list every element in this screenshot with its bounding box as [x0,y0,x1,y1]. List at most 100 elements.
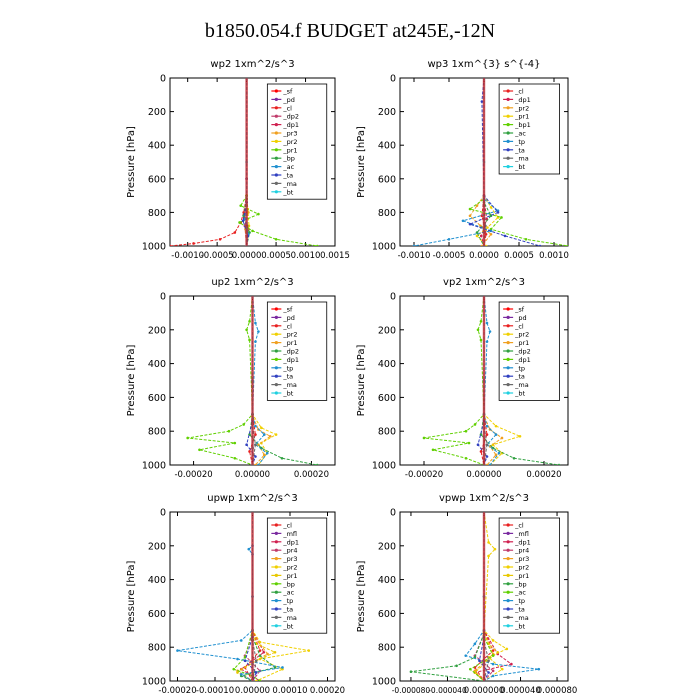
series-point_dp1 [233,456,237,460]
legend-label: _ma [514,614,529,622]
legend-marker [506,89,510,93]
chart-panel-6: vpwp 1xm^2/s^3 Pressure [hPa] 0 200 400 600 80… [356,493,577,696]
legend-label: _bt [514,622,525,630]
legend-label: _pr1 [282,572,297,580]
y-tick-label: 0 [160,508,166,519]
series-point_pr2 [487,541,490,544]
y-tick-label: 200 [378,107,396,118]
series-point_bp [455,664,458,668]
chart-title: wp3 1xm^{3} s^{-4} [427,59,540,70]
series-point_ac [469,667,472,671]
series-point_dp1 [479,320,483,323]
y-tick-label: 0 [390,292,396,303]
series-line_ta [244,512,257,681]
x-tick-label: -0.0005 [433,251,466,261]
legend-label: _ta [514,373,525,381]
legend-label: _pr2 [514,564,529,572]
x-tick-label: -0.000080 [392,686,431,695]
legend-marker [274,307,278,311]
x-tick-label: -0.0005 [201,251,234,261]
legend-label: _bt [282,188,293,196]
series-point_pr1 [274,237,278,241]
legend-label: _ta [514,146,525,154]
x-tick-label: 0.00000 [466,470,501,480]
series-group [186,296,319,465]
legend-label: _cl [282,104,292,112]
legend-label: _pr2 [514,104,529,112]
series-line_pr1 [476,78,499,246]
legend-label: _tp [282,364,293,372]
series-point_pr2 [518,434,522,438]
legend-label: _mfl [514,530,529,538]
legend-marker [274,349,278,353]
series-point_tp [494,433,498,436]
legend-label: _dp2 [514,348,531,356]
y-tick-label: 400 [148,141,166,152]
series-point_cl [485,433,489,436]
series-line_tp [413,78,500,246]
series-line_pr2 [483,512,508,681]
series-point_ma [485,443,489,447]
series-point_ta [478,659,481,663]
x-tick-label: 0.000000 [464,686,505,696]
y-tick-label: 1000 [142,461,166,472]
y-axis-label: Pressure [hPa] [356,561,367,633]
legend-marker [506,123,510,127]
x-tick-label: 0.0005 [504,251,534,261]
legend-label: _tp [282,597,293,605]
legend-label: _bp [282,580,295,588]
series-point_pr1 [251,229,254,233]
legend-marker [506,341,510,345]
legend-marker [274,383,278,387]
legend-label: _mfl [282,530,297,538]
y-tick-label: 600 [148,393,166,404]
legend-marker [506,548,510,552]
series-point_bp1 [566,244,568,246]
series-point_tp [461,219,465,223]
legend-label: _sf [514,306,525,314]
legend-label: _bt [514,390,525,398]
series-point_pr4 [491,669,495,673]
legend-marker [274,190,278,194]
series-point_pr2 [493,547,497,551]
series-point_tp [254,321,257,325]
y-tick-label: 200 [378,325,396,336]
x-tick-label: -0.00020 [174,470,212,480]
series-point_cl [491,649,495,652]
chart-panel-2: wp3 1xm^{3} s^{-4} Pressure [hPa] 0 200 400 6… [356,59,569,261]
series-point_pr1 [316,244,319,246]
legend-marker [506,357,510,361]
legend-marker [506,391,510,395]
legend-marker [274,374,278,378]
series-point_tp [257,463,260,465]
legend-marker [274,106,278,110]
series-point_ma [254,443,257,447]
legend-label: _pr3 [514,555,529,563]
legend-marker [274,573,278,578]
legend-marker [506,349,510,353]
series-point_dp2 [512,456,516,460]
series-point_ta [480,100,484,103]
series-point_tp [239,672,243,676]
y-axis-label: Pressure [hPa] [356,126,367,198]
series-point_dp1 [233,441,237,445]
y-tick-label: 800 [378,427,396,438]
series-point_cl [254,433,257,436]
series-point_pr1 [239,204,243,207]
legend-marker [506,131,510,135]
series-point_dp2 [280,456,284,460]
series-point_pr1 [496,650,499,654]
legend-label: _ma [282,614,297,622]
series-point_ta [243,659,247,663]
series-point_pr2 [260,426,263,430]
legend-label: _bp1 [514,121,531,129]
series-point_dp1 [473,423,477,426]
y-tick-label: 0 [390,74,396,85]
series-line_dp1 [473,512,513,681]
legend-label: _dp2 [282,113,299,121]
series-line_cl [170,78,248,246]
series-point_pr1 [254,463,257,465]
y-tick-label: 400 [378,575,396,586]
series-point_ta [538,244,542,246]
legend-label: _ta [514,606,525,614]
